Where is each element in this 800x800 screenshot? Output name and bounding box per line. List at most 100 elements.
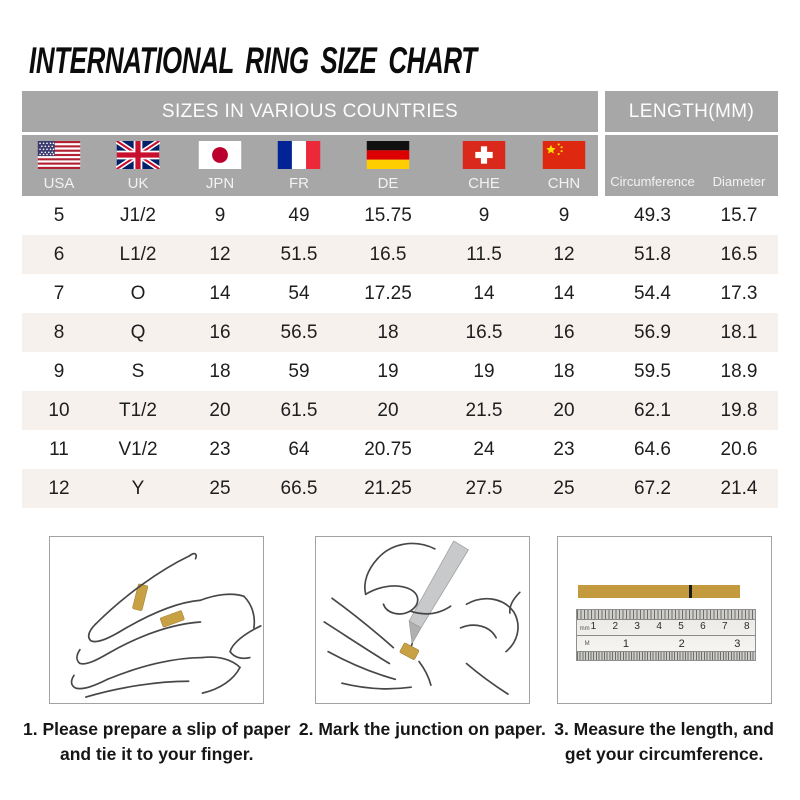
table-cell: 25 bbox=[553, 477, 575, 499]
hand-with-paper-slip-icon bbox=[70, 552, 262, 698]
ring-size-table: SIZES IN VARIOUS COUNTRIES LENGTH(MM) bbox=[22, 91, 778, 508]
page-title: INTERNATIONAL RING SIZE CHART bbox=[29, 40, 477, 81]
table-cell: 64 bbox=[288, 438, 310, 460]
table-cell: 9 bbox=[214, 204, 226, 226]
length-subheaders: Circumference Diameter bbox=[605, 135, 778, 196]
in-num: 1 bbox=[622, 638, 629, 650]
table-cell: 18 bbox=[377, 321, 399, 343]
table-cell: 16 bbox=[209, 321, 231, 343]
table-cell: 62.1 bbox=[634, 399, 671, 421]
in-num: 2 bbox=[678, 638, 685, 650]
cm-num: 4 bbox=[656, 621, 662, 632]
ruler-mm-unit-label: mm bbox=[579, 626, 590, 632]
table-row: 9 S 18 59 19 19 18 59.5 18.9 bbox=[22, 352, 778, 391]
table-cell: 9 bbox=[53, 360, 65, 382]
table-cell: 12 bbox=[553, 243, 575, 265]
step1-illustration-box bbox=[49, 536, 265, 704]
marking-with-pen-icon bbox=[323, 540, 521, 695]
table-cell: 27.5 bbox=[465, 477, 503, 499]
table-cell: 61.5 bbox=[280, 399, 318, 421]
china-flag-icon bbox=[542, 141, 586, 169]
table-cell: 8 bbox=[53, 321, 65, 343]
step-2: 2. Mark the junction on paper. bbox=[299, 536, 546, 767]
ruler-cm-numbers: 1 2 3 4 5 6 7 8 bbox=[576, 621, 755, 636]
header-divider bbox=[598, 135, 605, 196]
step-1: 1. Please prepare a slip of paper and ti… bbox=[23, 536, 290, 767]
ruler-inch-ticks bbox=[576, 651, 755, 660]
table-row: 10 T1/2 20 61.5 20 21.5 20 62.1 19.8 bbox=[22, 391, 778, 430]
table-cell: 23 bbox=[553, 438, 575, 460]
ruler-inch-numbers: 1 2 3 bbox=[577, 638, 755, 652]
table-cell: 56.5 bbox=[280, 321, 318, 343]
step1-caption: 1. Please prepare a slip of paper and ti… bbox=[23, 719, 291, 764]
sizes-section-header: SIZES IN VARIOUS COUNTRIES bbox=[22, 91, 598, 132]
column-label: CHN bbox=[547, 175, 581, 192]
table-cell: 19 bbox=[473, 360, 495, 382]
table-cell: 16.5 bbox=[465, 321, 503, 343]
column-header-de: DE bbox=[338, 135, 438, 196]
table-cell: 18.1 bbox=[720, 321, 758, 343]
table-cell: T1/2 bbox=[118, 399, 158, 421]
table-cell: V1/2 bbox=[118, 438, 158, 460]
table-cell: 15.75 bbox=[364, 204, 412, 226]
ruler-inch-unit-label: M bbox=[584, 641, 590, 647]
table-cell: S bbox=[131, 360, 145, 382]
table-cell: 12 bbox=[48, 477, 70, 499]
table-cell: 21.25 bbox=[364, 477, 412, 499]
column-label: JPN bbox=[205, 175, 235, 192]
table-row: 7 O 14 54 17.25 14 14 54.4 17.3 bbox=[22, 274, 778, 313]
column-header-chn: CHN bbox=[530, 135, 598, 196]
france-flag-icon bbox=[277, 141, 321, 169]
column-label: UK bbox=[127, 175, 149, 192]
cm-num: 2 bbox=[612, 621, 619, 632]
japan-flag-icon bbox=[198, 141, 242, 169]
table-cell: 6 bbox=[53, 243, 65, 265]
table-row: 6 L1/2 12 51.5 16.5 11.5 12 51.8 16.5 bbox=[22, 235, 778, 274]
cm-num: 6 bbox=[700, 621, 706, 632]
table-cell: 21.5 bbox=[465, 399, 503, 421]
length-section-header: LENGTH(MM) bbox=[605, 91, 778, 132]
column-header-jpn: JPN bbox=[180, 135, 260, 196]
table-cell: 20 bbox=[209, 399, 231, 421]
step2-caption: 2. Mark the junction on paper. bbox=[298, 719, 546, 739]
table-cell: 15.7 bbox=[720, 204, 758, 226]
table-cell: 14 bbox=[553, 282, 575, 304]
table-cell: O bbox=[130, 282, 146, 304]
table-cell: 59 bbox=[288, 360, 310, 382]
table-header-row: SIZES IN VARIOUS COUNTRIES LENGTH(MM) bbox=[22, 91, 778, 132]
table-cell: 66.5 bbox=[280, 477, 318, 499]
paper-strip-with-mark bbox=[577, 585, 740, 598]
header-divider bbox=[598, 91, 605, 132]
usa-flag-icon bbox=[37, 141, 81, 169]
table-row: 5 J1/2 9 49 15.75 9 9 49.3 15.7 bbox=[22, 196, 778, 235]
table-cell: 14 bbox=[473, 282, 495, 304]
table-cell: 5 bbox=[53, 204, 65, 226]
table-cell: 20 bbox=[553, 399, 575, 421]
cm-num: 5 bbox=[678, 621, 684, 632]
table-row: 12 Y 25 66.5 21.25 27.5 25 67.2 21.4 bbox=[22, 469, 778, 508]
table-cell: 18 bbox=[553, 360, 575, 382]
table-cell: 24 bbox=[473, 438, 495, 460]
step2-illustration-box bbox=[314, 536, 530, 704]
table-cell: 9 bbox=[558, 204, 570, 226]
step3-caption: 3. Measure the length, and get your circ… bbox=[554, 719, 774, 764]
table-cell: 51.8 bbox=[634, 243, 671, 265]
table-cell: 18.9 bbox=[720, 360, 758, 382]
table-cell: 17.25 bbox=[364, 282, 412, 304]
column-label: USA bbox=[43, 175, 75, 192]
table-cell: 18 bbox=[209, 360, 231, 382]
column-header-che: CHE bbox=[438, 135, 530, 196]
table-cell: 20.6 bbox=[720, 438, 758, 460]
table-row: 8 Q 16 56.5 18 16.5 16 56.9 18.1 bbox=[22, 313, 778, 352]
switzerland-flag-icon bbox=[462, 141, 506, 169]
table-cell: 16 bbox=[553, 321, 575, 343]
table-cell: L1/2 bbox=[119, 243, 157, 265]
table-cell: 12 bbox=[209, 243, 231, 265]
diameter-column-label: Diameter bbox=[712, 174, 766, 189]
table-cell: Q bbox=[130, 321, 146, 343]
country-header-row: USA UK JPN bbox=[22, 135, 778, 196]
